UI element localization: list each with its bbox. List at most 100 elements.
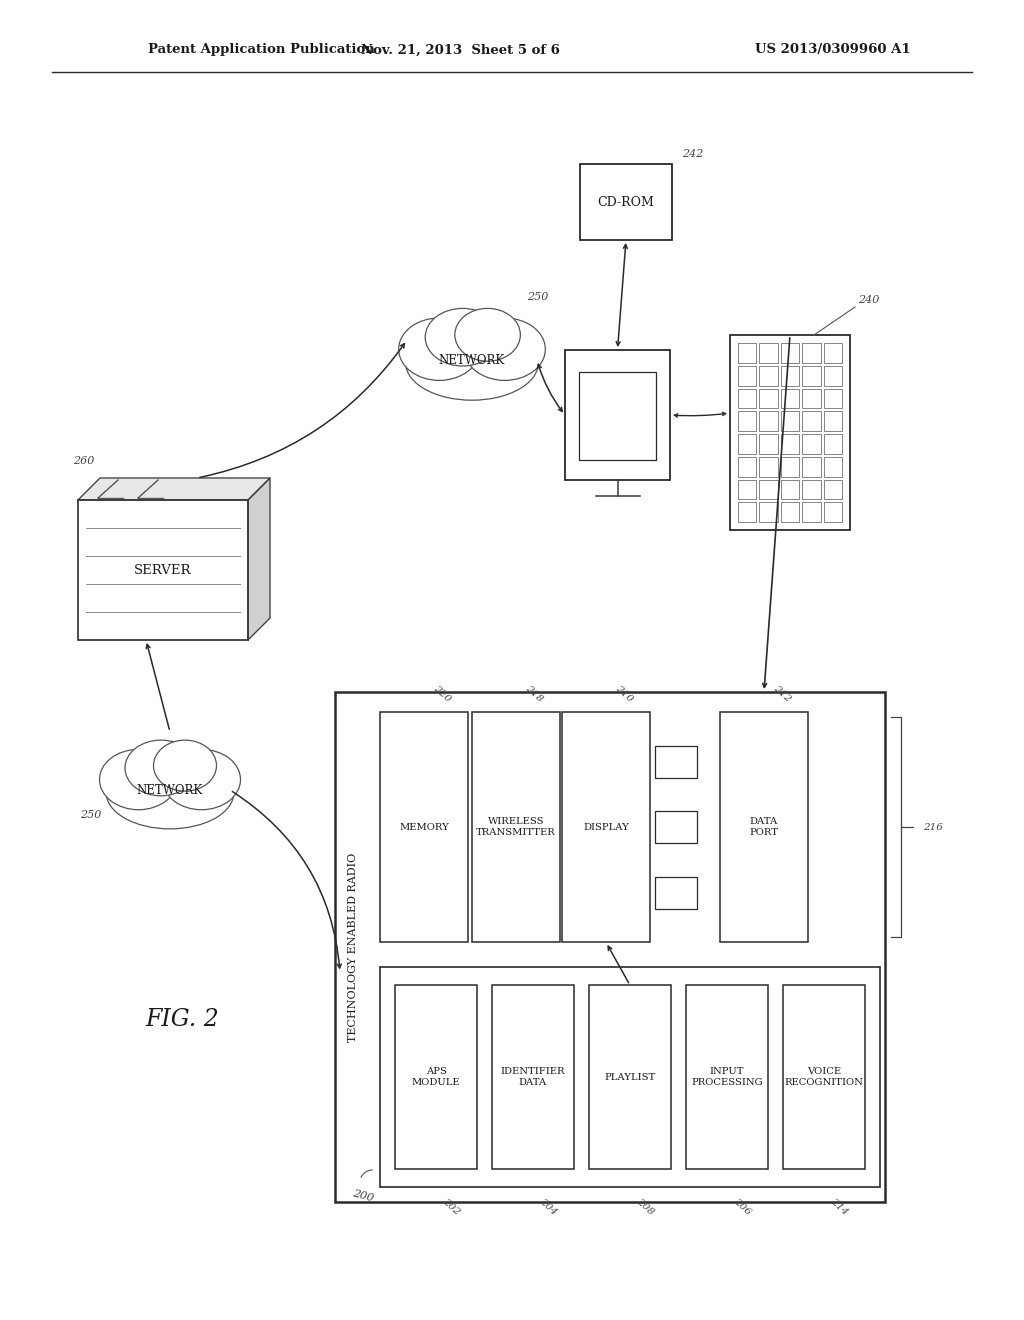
Text: 250: 250 [80, 810, 101, 820]
Ellipse shape [455, 309, 520, 362]
Text: 210: 210 [614, 684, 635, 704]
Bar [780, 412, 799, 432]
Bar [802, 457, 820, 477]
Bar [802, 412, 820, 432]
Text: 242: 242 [682, 149, 703, 158]
Text: 216: 216 [923, 822, 943, 832]
Bar [655, 746, 697, 777]
Ellipse shape [106, 756, 233, 829]
Bar [823, 502, 842, 521]
Text: 206: 206 [732, 1197, 753, 1217]
Bar [760, 457, 778, 477]
Bar [780, 343, 799, 363]
Bar [780, 434, 799, 454]
Bar [720, 711, 808, 942]
Bar [738, 434, 757, 454]
Bar [395, 985, 477, 1170]
Text: NETWORK: NETWORK [439, 354, 505, 367]
Text: NETWORK: NETWORK [137, 784, 203, 796]
Text: Nov. 21, 2013  Sheet 5 of 6: Nov. 21, 2013 Sheet 5 of 6 [360, 44, 559, 57]
Text: 220: 220 [432, 684, 453, 704]
Text: MEMORY: MEMORY [399, 822, 449, 832]
Text: PLAYLIST: PLAYLIST [604, 1073, 655, 1081]
Bar [802, 388, 820, 408]
Text: 240: 240 [858, 294, 880, 305]
Bar [380, 968, 880, 1187]
Bar [802, 502, 820, 521]
Ellipse shape [163, 750, 241, 809]
Ellipse shape [99, 750, 177, 809]
Text: SERVER: SERVER [134, 564, 191, 577]
Bar [738, 457, 757, 477]
Text: 202: 202 [441, 1197, 462, 1217]
Text: 260: 260 [73, 455, 94, 466]
Bar [780, 479, 799, 499]
Text: WIRELESS
TRANSMITTER: WIRELESS TRANSMITTER [476, 817, 556, 837]
Bar [823, 479, 842, 499]
Text: DATA
PORT: DATA PORT [750, 817, 778, 837]
Ellipse shape [464, 318, 546, 380]
Text: VOICE
RECOGNITION: VOICE RECOGNITION [784, 1067, 863, 1088]
Text: US 2013/0309960 A1: US 2013/0309960 A1 [755, 44, 910, 57]
Text: INPUT
PROCESSING: INPUT PROCESSING [691, 1067, 763, 1088]
Bar [492, 985, 574, 1170]
Text: 218: 218 [524, 684, 545, 704]
Bar [335, 692, 885, 1203]
Bar [686, 985, 768, 1170]
Bar [472, 711, 560, 942]
Bar [579, 372, 656, 459]
Bar [380, 711, 468, 942]
Bar [780, 388, 799, 408]
Bar [823, 366, 842, 385]
Bar [738, 343, 757, 363]
Ellipse shape [406, 326, 539, 400]
Text: IDENTIFIER
DATA: IDENTIFIER DATA [501, 1067, 565, 1088]
Text: DISPLAY: DISPLAY [583, 822, 629, 832]
Bar [589, 985, 671, 1170]
Text: TECHNOLOGY ENABLED RADIO: TECHNOLOGY ENABLED RADIO [348, 853, 358, 1041]
Bar [780, 457, 799, 477]
Polygon shape [248, 478, 270, 640]
Bar [760, 434, 778, 454]
Ellipse shape [125, 741, 197, 796]
Bar [823, 434, 842, 454]
Bar [802, 434, 820, 454]
Bar [802, 479, 820, 499]
Text: APS
MODULE: APS MODULE [412, 1067, 461, 1088]
Bar [760, 412, 778, 432]
Polygon shape [78, 478, 270, 500]
Bar [823, 343, 842, 363]
Text: 212: 212 [772, 684, 793, 704]
Bar [802, 366, 820, 385]
Bar [738, 479, 757, 499]
Text: 208: 208 [635, 1197, 655, 1217]
Bar [738, 502, 757, 521]
Text: Patent Application Publication: Patent Application Publication [148, 44, 375, 57]
Text: 250: 250 [527, 292, 549, 302]
Text: 200: 200 [352, 1188, 375, 1204]
Bar [780, 366, 799, 385]
Bar [760, 479, 778, 499]
Bar [802, 343, 820, 363]
Bar [562, 711, 650, 942]
Bar [760, 343, 778, 363]
Bar [78, 500, 248, 640]
Bar [730, 335, 850, 531]
Bar [823, 412, 842, 432]
Text: 204: 204 [538, 1197, 559, 1217]
Bar [760, 388, 778, 408]
Ellipse shape [425, 309, 500, 366]
Bar [565, 350, 670, 480]
Text: FIG. 2: FIG. 2 [145, 1008, 219, 1031]
Bar [760, 502, 778, 521]
Bar [655, 876, 697, 908]
Text: CD-ROM: CD-ROM [598, 195, 654, 209]
Bar [580, 164, 672, 240]
Bar [738, 366, 757, 385]
Ellipse shape [398, 318, 480, 380]
Bar [783, 985, 865, 1170]
Text: 214: 214 [829, 1197, 850, 1217]
Bar [823, 388, 842, 408]
Bar [823, 457, 842, 477]
Bar [760, 366, 778, 385]
